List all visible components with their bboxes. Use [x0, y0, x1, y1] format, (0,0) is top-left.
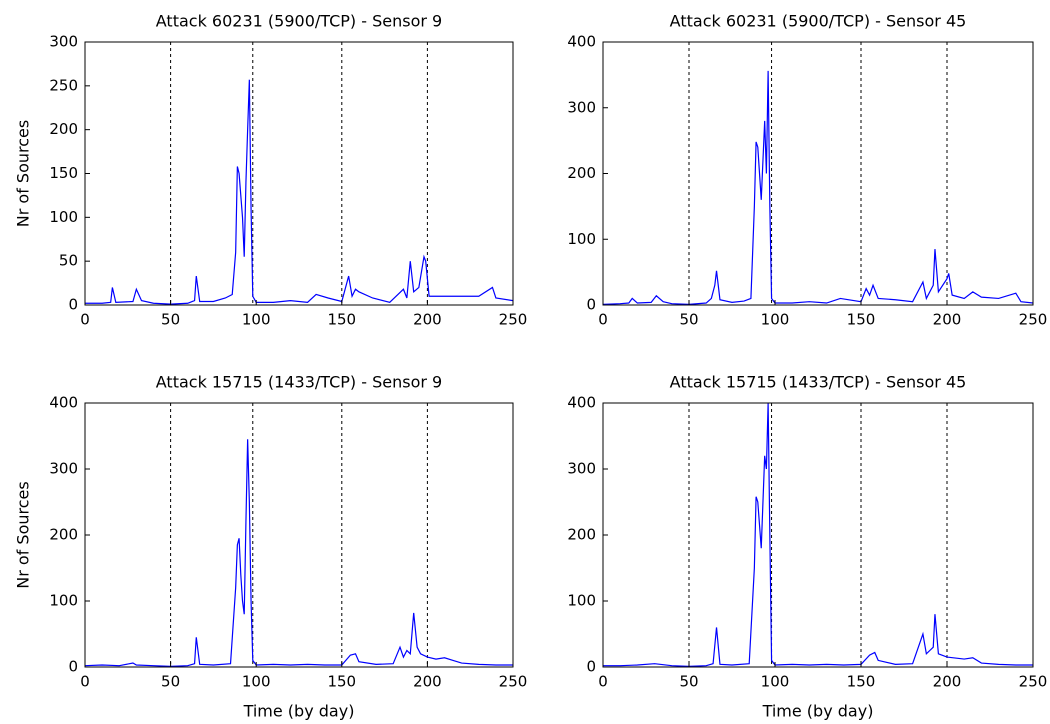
- y-tick-label: 150: [49, 164, 78, 182]
- x-axis-label: Time (by day): [762, 702, 874, 721]
- data-line: [84, 439, 513, 667]
- x-tick-label: 150: [847, 673, 876, 691]
- y-tick-label: 400: [567, 33, 596, 51]
- y-tick-label: 300: [49, 460, 78, 478]
- chart-title: Attack 15715 (1433/TCP) - Sensor 9: [156, 373, 442, 392]
- x-tick-label: 200: [933, 673, 962, 691]
- y-tick-label: 100: [567, 230, 596, 248]
- y-axis-label: Nr of Sources: [14, 120, 33, 227]
- x-tick-label: 150: [847, 311, 876, 329]
- x-tick-label: 0: [80, 673, 90, 691]
- x-axis-label: Time (by day): [243, 702, 355, 721]
- y-tick-label: 100: [49, 208, 78, 226]
- y-axis-label: Nr of Sources: [14, 481, 33, 588]
- y-tick-label: 250: [49, 76, 78, 94]
- y-tick-label: 0: [586, 296, 596, 314]
- x-tick-label: 250: [1019, 311, 1048, 329]
- y-tick-label: 300: [49, 33, 78, 51]
- x-tick-label: 250: [1019, 673, 1048, 691]
- y-tick-label: 100: [567, 592, 596, 610]
- y-tick-label: 200: [49, 526, 78, 544]
- x-tick-label: 100: [761, 311, 790, 329]
- x-tick-label: 200: [413, 311, 442, 329]
- x-tick-label: 0: [598, 311, 608, 329]
- x-tick-label: 0: [80, 311, 90, 329]
- x-tick-label: 100: [761, 673, 790, 691]
- y-tick-label: 200: [49, 120, 78, 138]
- x-tick-label: 150: [327, 311, 356, 329]
- chart-title: Attack 15715 (1433/TCP) - Sensor 45: [670, 373, 967, 392]
- x-tick-label: 100: [242, 673, 271, 691]
- chart-title: Attack 60231 (5900/TCP) - Sensor 45: [670, 12, 967, 31]
- x-tick-label: 50: [161, 311, 180, 329]
- data-line: [603, 402, 1033, 667]
- y-tick-label: 400: [567, 394, 596, 412]
- y-tick-label: 200: [567, 164, 596, 182]
- data-line: [602, 70, 1034, 305]
- y-tick-label: 50: [59, 252, 78, 270]
- x-tick-label: 200: [933, 311, 962, 329]
- x-tick-label: 250: [499, 311, 528, 329]
- x-tick-label: 0: [598, 673, 608, 691]
- data-line: [85, 79, 514, 305]
- y-tick-label: 300: [567, 460, 596, 478]
- y-tick-label: 0: [586, 658, 596, 676]
- x-tick-label: 250: [499, 673, 528, 691]
- plot-frame: [84, 41, 514, 306]
- y-tick-label: 300: [567, 98, 596, 116]
- y-tick-label: 0: [68, 658, 78, 676]
- x-tick-label: 50: [679, 673, 698, 691]
- x-tick-label: 200: [413, 673, 442, 691]
- x-tick-label: 100: [242, 311, 271, 329]
- x-tick-label: 150: [327, 673, 356, 691]
- y-tick-label: 200: [567, 526, 596, 544]
- y-tick-label: 400: [49, 394, 78, 412]
- y-tick-label: 100: [49, 592, 78, 610]
- chart-title: Attack 60231 (5900/TCP) - Sensor 9: [156, 12, 442, 31]
- x-tick-label: 50: [679, 311, 698, 329]
- plot-frame: [84, 402, 514, 668]
- plot-frame: [602, 402, 1034, 668]
- plot-frame: [602, 41, 1034, 306]
- x-tick-label: 50: [161, 673, 180, 691]
- y-tick-label: 0: [68, 296, 78, 314]
